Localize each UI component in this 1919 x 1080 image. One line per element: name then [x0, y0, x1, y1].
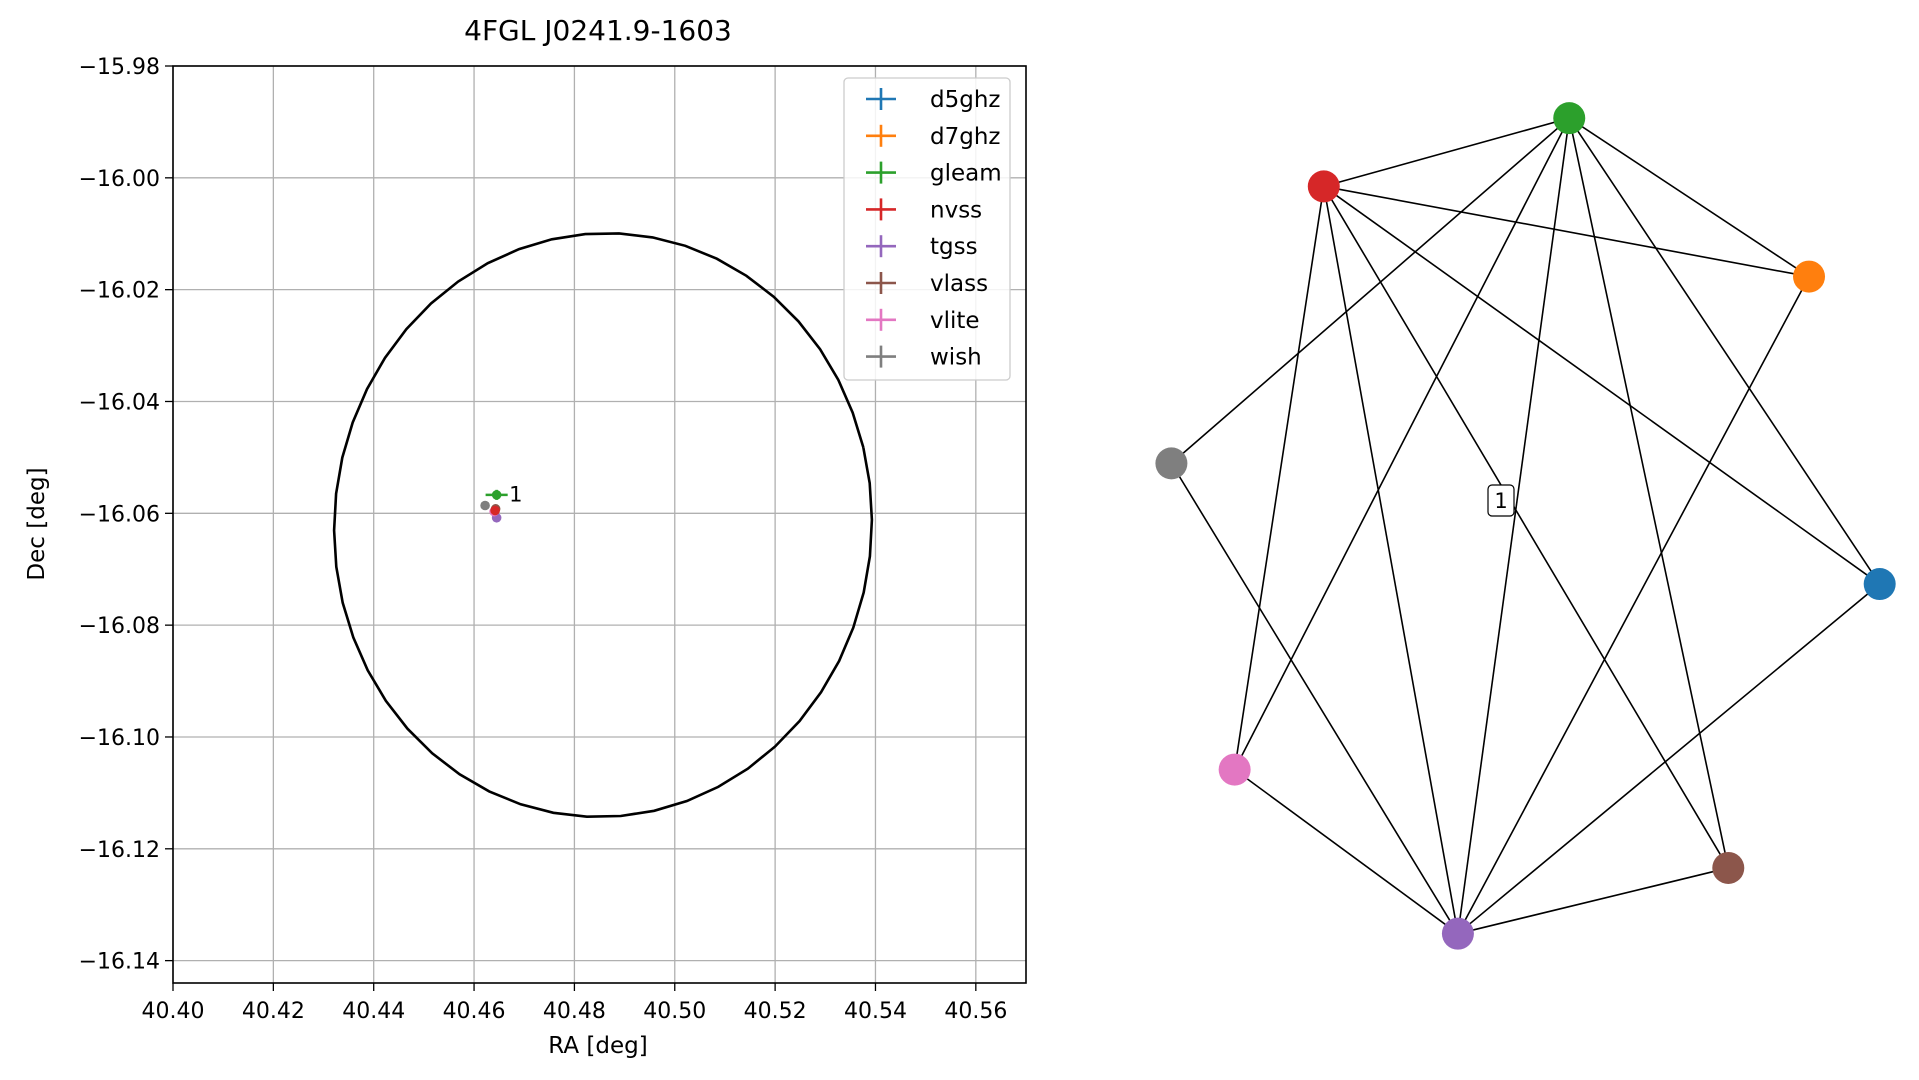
edge-nvss-vlass [1323, 186, 1729, 869]
grid-lines [172, 65, 1026, 983]
edge-vlite-tgss [1234, 768, 1459, 935]
legend-label-gleam: gleam [930, 161, 1002, 187]
legend-label-vlass: vlass [930, 271, 988, 297]
y-tick-label: −16.04 [79, 390, 160, 415]
localization-ellipse [332, 232, 874, 819]
y-tick-label: −16.10 [79, 726, 160, 751]
node-d7ghz [1793, 260, 1826, 293]
cluster-label-frame [1487, 484, 1515, 517]
x-axis-ticks: 40.40 40.42 40.44 40.46 40.48 40.50 40.52 40.54… [142, 983, 1007, 1024]
scatter-plot-panel: 4FGL J0241.9-1603 1 40.40 40.42 40.44 40.46… [24, 14, 1027, 1059]
network-nodes [1155, 102, 1896, 950]
point-annotation: 1 [509, 483, 522, 507]
source-points: 1 [480, 483, 523, 523]
chart-title: 4FGL J0241.9-1603 [464, 14, 732, 47]
edge-nvss-tgss [1322, 186, 1459, 934]
x-tick-label: 40.44 [342, 999, 405, 1024]
node-vlass [1712, 851, 1745, 884]
edge-gleam-wish [1170, 117, 1570, 464]
x-tick-label: 40.50 [643, 999, 706, 1024]
node-wish [1155, 447, 1188, 480]
cluster-label-box: 1 [1487, 484, 1515, 517]
node-tgss [1441, 917, 1474, 950]
point-nvss [490, 505, 500, 516]
y-tick-label: −16.12 [79, 838, 160, 863]
edge-nvss-d7ghz [1323, 185, 1810, 278]
x-tick-label: 40.48 [543, 999, 606, 1024]
edge-gleam-d5ghz [1568, 117, 1881, 585]
y-tick-label: −15.98 [79, 55, 160, 80]
y-axis-ticks: −15.98 −16.00 −16.02 −16.04 −16.06 −16.08 −16.… [79, 55, 173, 975]
node-vlite [1218, 753, 1251, 786]
legend-label-d5ghz: d5ghz [930, 87, 1000, 113]
legend: d5ghz d7ghz gleam nvss tgss vlass vlite wish [843, 77, 1011, 381]
legend-label-wish: wish [930, 345, 982, 371]
edge-gleam-tgss [1457, 118, 1571, 934]
x-tick-label: 40.40 [142, 999, 205, 1024]
node-gleam [1553, 102, 1586, 135]
x-tick-label: 40.46 [443, 999, 506, 1024]
edge-gleam-nvss [1323, 117, 1570, 188]
edge-gleam-d7ghz [1568, 117, 1810, 278]
edge-nvss-d5ghz [1323, 185, 1881, 585]
legend-box [843, 77, 1011, 381]
x-axis-label: RA [deg] [548, 1033, 647, 1059]
network-edges [1170, 117, 1881, 935]
y-tick-label: −16.08 [79, 614, 160, 639]
y-tick-label: −16.02 [79, 279, 160, 304]
node-nvss [1307, 170, 1340, 203]
edge-d5ghz-tgss [1457, 583, 1881, 935]
y-tick-label: −16.00 [79, 167, 160, 192]
x-tick-label: 40.54 [844, 999, 907, 1024]
legend-label-d7ghz: d7ghz [930, 124, 1000, 150]
ellipse-outline [332, 232, 874, 819]
edge-gleam-vlass [1568, 118, 1730, 869]
cluster-label-text: 1 [1494, 489, 1507, 513]
edge-nvss-vlite [1233, 186, 1325, 770]
y-tick-label: −16.14 [79, 950, 160, 975]
legend-label-nvss: nvss [930, 197, 982, 223]
axes-frame [172, 65, 1027, 984]
x-tick-label: 40.52 [744, 999, 807, 1024]
x-tick-label: 40.42 [242, 999, 305, 1024]
y-axis-label: Dec [deg] [24, 467, 50, 580]
edge-gleam-vlite [1233, 117, 1570, 770]
edge-d7ghz-tgss [1457, 276, 1810, 935]
network-graph-panel: 1 [1155, 102, 1896, 950]
legend-label-tgss: tgss [930, 234, 978, 260]
point-wish [480, 500, 490, 511]
y-tick-label: −16.06 [79, 502, 160, 527]
x-tick-label: 40.56 [944, 999, 1007, 1024]
point-gleam [491, 490, 502, 500]
node-d5ghz [1863, 568, 1896, 601]
edge-wish-tgss [1170, 462, 1459, 935]
edge-vlass-tgss [1457, 867, 1729, 935]
legend-label-vlite: vlite [930, 308, 980, 334]
